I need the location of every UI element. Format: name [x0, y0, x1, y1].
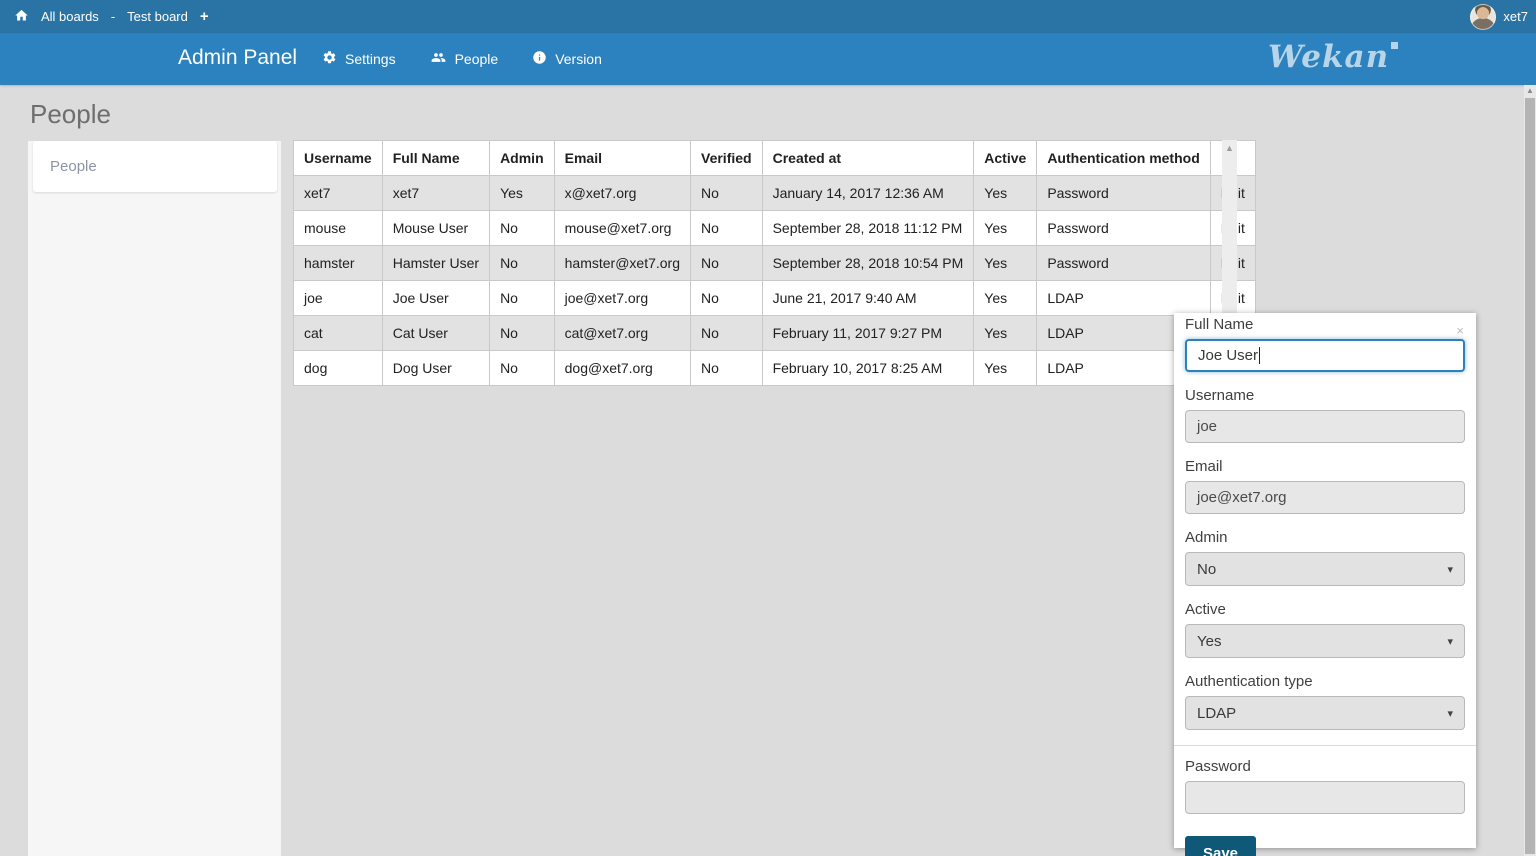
username-label: xet7 [1503, 9, 1528, 24]
all-boards-link[interactable]: All boards [41, 9, 99, 24]
nav-version-label: Version [555, 51, 602, 67]
nav-people[interactable]: People [430, 50, 499, 68]
edit-user-popup: × Full Name Joe User Username joe Email … [1174, 313, 1476, 856]
admin-select[interactable]: No ▾ [1185, 552, 1465, 586]
col-email: Email [553, 140, 692, 176]
table-header-row: Username Full Name Admin Email Verified … [293, 140, 1256, 176]
chevron-down-icon: ▾ [1447, 706, 1453, 720]
auth-type-select[interactable]: LDAP ▾ [1185, 696, 1465, 730]
username-label: Username [1185, 387, 1255, 404]
active-label: Active [1185, 601, 1226, 618]
col-username: Username [293, 140, 383, 176]
col-admin: Admin [489, 140, 555, 176]
gear-icon [322, 50, 337, 68]
password-label: Password [1185, 758, 1251, 775]
col-auth-method: Authentication method [1036, 140, 1211, 176]
board-name-link[interactable]: Test board [127, 9, 188, 24]
nav-people-label: People [454, 51, 499, 67]
scrollbar-thumb[interactable] [1525, 98, 1535, 854]
table-row: dog Dog User No dog@xet7.org No February 10, … [293, 350, 1256, 386]
admin-label: Admin [1185, 529, 1228, 546]
email-label: Email [1185, 458, 1223, 475]
scroll-up-icon[interactable]: ▲ [1225, 143, 1234, 153]
col-active: Active [973, 140, 1038, 176]
table-row: mouse Mouse User No mouse@xet7.org No Septemb… [293, 210, 1256, 246]
nav-settings-label: Settings [345, 51, 396, 67]
email-input: joe@xet7.org [1185, 481, 1465, 514]
chevron-down-icon: ▾ [1447, 562, 1453, 576]
scroll-up-icon[interactable]: ▲ [1526, 86, 1534, 95]
col-full-name: Full Name [381, 140, 491, 176]
user-avatar[interactable] [1470, 3, 1497, 30]
active-select[interactable]: Yes ▾ [1185, 624, 1465, 658]
table-row: hamster Hamster User No hamster@xet7.org No S… [293, 245, 1256, 281]
full-name-input[interactable]: Joe User [1185, 339, 1465, 372]
col-verified: Verified [690, 140, 763, 176]
form-divider [1174, 745, 1476, 746]
full-name-label: Full Name [1185, 316, 1254, 333]
chevron-down-icon: ▾ [1447, 634, 1453, 648]
breadcrumb-separator: - [110, 9, 116, 24]
board-header-bar: All boards - Test board + xet7 [0, 0, 1536, 33]
nav-settings[interactable]: Settings [322, 50, 396, 68]
section-heading: People [30, 99, 111, 129]
home-icon[interactable] [14, 8, 29, 26]
people-icon [430, 50, 447, 68]
nav-version[interactable]: Version [532, 50, 602, 68]
sidebar-item-people[interactable]: People [33, 141, 277, 192]
auth-type-label: Authentication type [1185, 673, 1313, 690]
col-created-at: Created at [761, 140, 975, 176]
wekan-logo: Wekan [1268, 39, 1399, 75]
page-scrollbar[interactable]: ▲ [1524, 85, 1536, 856]
username-input: joe [1185, 410, 1465, 443]
text-cursor [1259, 347, 1261, 364]
close-icon[interactable]: × [1456, 323, 1464, 338]
sidebar-item-label: People [50, 158, 97, 175]
people-table: Username Full Name Admin Email Verified … [293, 140, 1256, 386]
admin-sidebar: People [28, 141, 281, 856]
admin-panel-header: Admin Panel Settings People Version Weka… [0, 33, 1536, 85]
table-row: joe Joe User No joe@xet7.org No June 21, 2017… [293, 280, 1256, 316]
table-row: xet7 xet7 Yes x@xet7.org No January 14, 2017 … [293, 175, 1256, 211]
info-icon [532, 50, 547, 68]
add-board-button[interactable]: + [199, 8, 209, 25]
page-title: Admin Panel [178, 46, 298, 69]
save-button[interactable]: Save [1185, 836, 1256, 856]
password-input[interactable] [1185, 781, 1465, 814]
table-row: cat Cat User No cat@xet7.org No February 11, … [293, 315, 1256, 351]
